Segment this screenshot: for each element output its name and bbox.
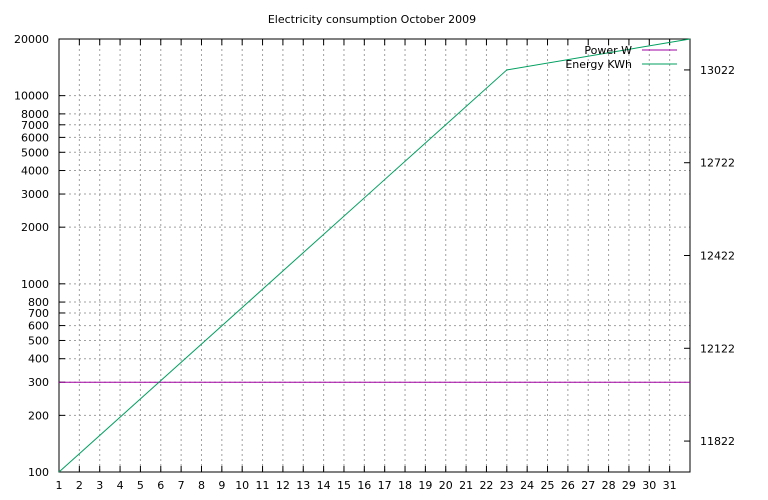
x-tick-label: 25 xyxy=(541,479,555,492)
grid xyxy=(58,38,690,473)
x-tick-label: 15 xyxy=(337,479,351,492)
y-left-tick-label: 700 xyxy=(28,307,49,320)
x-tick-label: 26 xyxy=(561,479,575,492)
x-tick-label: 4 xyxy=(117,479,124,492)
series-layer xyxy=(58,38,691,473)
y-left-tick-label: 600 xyxy=(28,320,49,333)
legend-label-power: Power W xyxy=(584,44,632,57)
x-tick-label: 18 xyxy=(398,479,412,492)
y-left-tick-label: 500 xyxy=(28,334,49,347)
y-left-tick-label: 1000 xyxy=(21,278,49,291)
x-tick-label: 14 xyxy=(317,479,331,492)
y-left-tick-label: 300 xyxy=(28,376,49,389)
legend: Power W Energy KWh xyxy=(565,44,677,71)
x-tick-label: 8 xyxy=(198,479,205,492)
x-tick-label: 21 xyxy=(459,479,473,492)
x-tick-label: 22 xyxy=(479,479,493,492)
x-tick-label: 23 xyxy=(500,479,514,492)
y-left-tick-label: 10000 xyxy=(14,90,49,103)
y-right-tick-label: 12422 xyxy=(700,250,735,263)
y-right-tick-label: 11822 xyxy=(700,435,735,448)
x-tick-label: 30 xyxy=(642,479,656,492)
y-left-tick-label: 200 xyxy=(28,409,49,422)
x-tick-label: 12 xyxy=(276,479,290,492)
axes: 1 2 3 4 5 6 7 8 9 10 11 12 13 14 15 16 17 18 19 20 21 22 23 24 2… xyxy=(14,33,735,492)
x-tick-label: 3 xyxy=(96,479,103,492)
y-left-tick-label: 800 xyxy=(28,296,49,309)
y-left-tick-label: 20000 xyxy=(14,33,49,46)
x-tick-label: 31 xyxy=(663,479,677,492)
x-tick-label: 19 xyxy=(418,479,432,492)
x-tick-label: 17 xyxy=(378,479,392,492)
y-left-tick-label: 7000 xyxy=(21,119,49,132)
y-left-tick-label: 8000 xyxy=(21,108,49,121)
y-left-tick-label: 5000 xyxy=(21,146,49,159)
y-left-tick-label: 2000 xyxy=(21,221,49,234)
x-tick-label: 28 xyxy=(602,479,616,492)
x-tick-label: 13 xyxy=(296,479,310,492)
x-tick-label: 20 xyxy=(439,479,453,492)
x-tick-label: 27 xyxy=(581,479,595,492)
y-left-tick-label: 4000 xyxy=(21,165,49,178)
plot-frame xyxy=(58,38,691,473)
y-right-tick-label: 13022 xyxy=(700,64,735,77)
x-tick-label: 11 xyxy=(256,479,270,492)
x-tick-label: 7 xyxy=(178,479,185,492)
x-tick-label: 9 xyxy=(218,479,225,492)
y-left-tick-label: 6000 xyxy=(21,131,49,144)
y-left-tick-label: 400 xyxy=(28,353,49,366)
x-tick-label: 5 xyxy=(137,479,144,492)
chart-title: Electricity consumption October 2009 xyxy=(268,13,476,26)
x-tick-label: 16 xyxy=(357,479,371,492)
y-right-tick-label: 12122 xyxy=(700,342,735,355)
x-tick-label: 6 xyxy=(157,479,164,492)
x-tick-label: 24 xyxy=(520,479,534,492)
y-left-tick-label: 100 xyxy=(28,466,49,479)
x-tick-label: 1 xyxy=(56,479,63,492)
x-tick-label: 10 xyxy=(235,479,249,492)
x-tick-label: 29 xyxy=(622,479,636,492)
y-left-tick-label: 3000 xyxy=(21,188,49,201)
y-right-tick-label: 12722 xyxy=(700,157,735,170)
series-line-energy-kwh xyxy=(58,38,691,473)
x-tick-label: 2 xyxy=(76,479,83,492)
legend-label-energy: Energy KWh xyxy=(565,58,632,71)
